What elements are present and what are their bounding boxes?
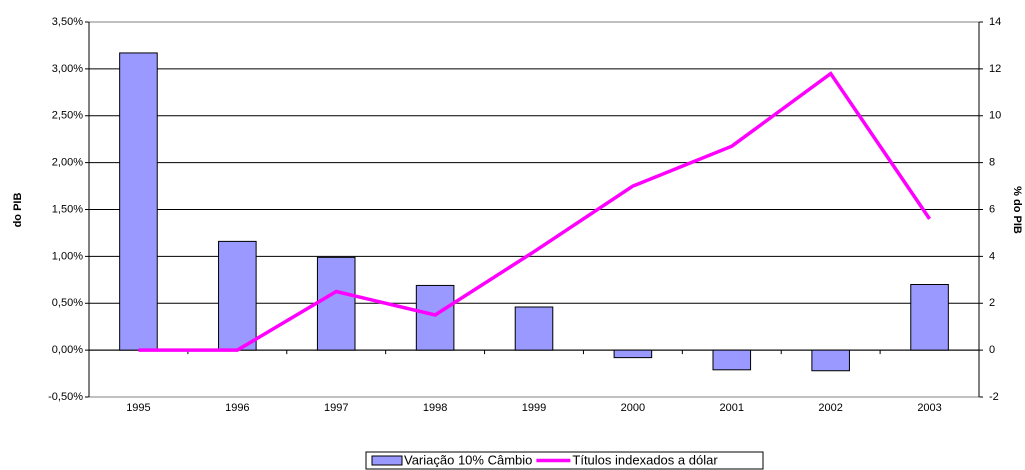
y2-tick-label: 12 bbox=[989, 63, 1001, 75]
y2-tick-label: 0 bbox=[989, 344, 995, 356]
y2-tick-label: 14 bbox=[989, 16, 1001, 28]
x-tick-label: 1996 bbox=[225, 402, 249, 414]
x-tick-label: 1999 bbox=[522, 402, 546, 414]
y2-tick-label: 4 bbox=[989, 250, 995, 262]
x-tick-label: 2001 bbox=[720, 402, 744, 414]
bar bbox=[712, 349, 752, 371]
legend-swatch bbox=[371, 455, 403, 466]
x-tick-label: 2003 bbox=[917, 402, 941, 414]
y2-axis-label: % do PIB bbox=[1011, 186, 1023, 234]
y-tick-label: 3,00% bbox=[52, 63, 83, 75]
x-tick-label: 2002 bbox=[818, 402, 842, 414]
bar bbox=[514, 306, 554, 351]
y-tick-label: 0,00% bbox=[52, 344, 83, 356]
y2-tick-label: 2 bbox=[989, 297, 995, 309]
bar bbox=[415, 284, 455, 351]
y-tick-label: 1,50% bbox=[52, 203, 83, 215]
x-tick-label: 1995 bbox=[126, 402, 150, 414]
y-tick-label: 0,50% bbox=[52, 297, 83, 309]
bar bbox=[316, 256, 356, 351]
legend-label: Títulos indexados a dólar bbox=[572, 452, 718, 467]
y2-tick-label: 10 bbox=[989, 110, 1001, 122]
y2-tick-label: 8 bbox=[989, 157, 995, 169]
x-tick-label: 1997 bbox=[324, 402, 348, 414]
y-tick-label: 1,00% bbox=[52, 250, 83, 262]
y2-tick-label: 6 bbox=[989, 203, 995, 215]
x-tick-label: 1998 bbox=[423, 402, 447, 414]
bar bbox=[910, 284, 949, 351]
line bbox=[138, 71, 932, 352]
bar bbox=[218, 240, 257, 351]
x-tick-label: 2000 bbox=[621, 402, 645, 414]
y-axis-label: do PIB bbox=[12, 193, 24, 228]
bar bbox=[811, 349, 850, 372]
y2-tick-label: -2 bbox=[989, 391, 999, 403]
bar bbox=[613, 349, 653, 359]
y-tick-label: 3,50% bbox=[52, 16, 83, 28]
bar bbox=[119, 52, 158, 351]
y-tick-label: 2,50% bbox=[52, 110, 83, 122]
y-tick-label: 2,00% bbox=[52, 157, 83, 169]
y-tick-label: -0,50% bbox=[48, 391, 83, 403]
legend-label: Variação 10% Câmbio bbox=[404, 452, 532, 467]
